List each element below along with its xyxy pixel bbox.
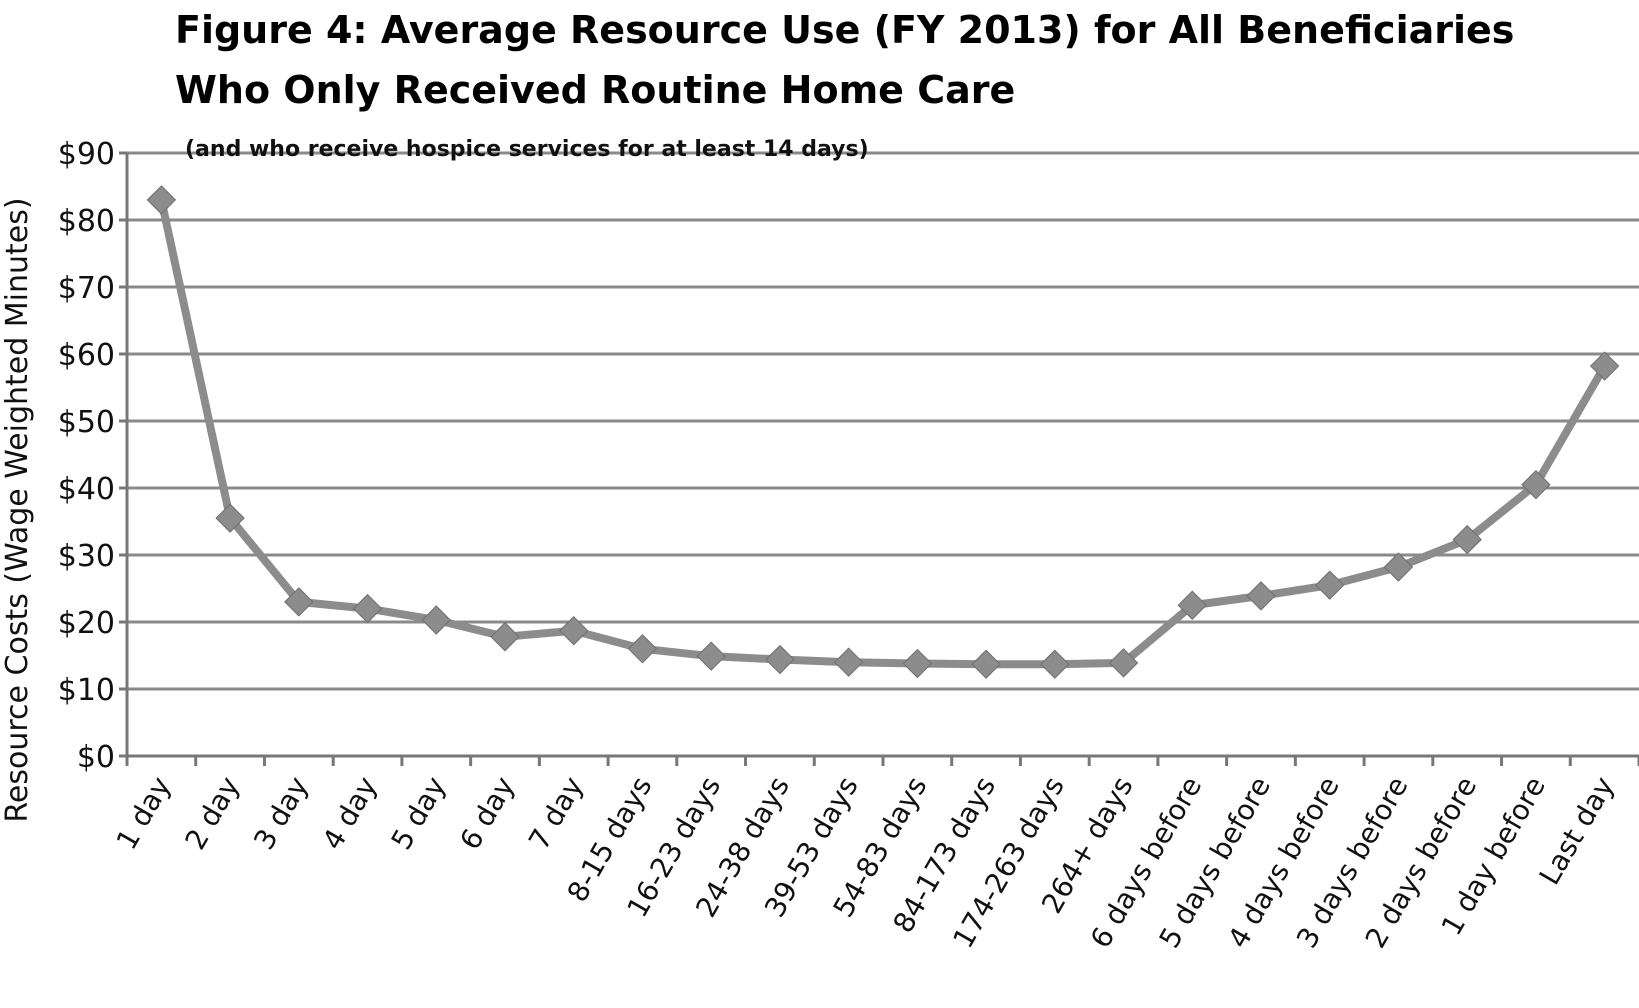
y-tick-label: $50 [58, 405, 115, 440]
y-tick-labels: $0 $10 $20 $30 $40 $50 $60 $70 $80 $90 [58, 137, 115, 775]
y-axis-label: Resource Costs (Wage Weighted Minutes) [0, 197, 35, 822]
y-tick-label: $40 [58, 472, 115, 507]
chart-title-line-1: Figure 4: Average Resource Use (FY 2013)… [175, 8, 1515, 52]
data-point-marker [1177, 590, 1207, 620]
data-point-marker [833, 647, 864, 677]
data-point-marker [559, 616, 589, 646]
data-point-marker [284, 587, 314, 617]
chart-title: Figure 4: Average Resource Use (FY 2013)… [175, 0, 1514, 120]
chart-title-line-2: Who Only Received Routine Home Care [175, 68, 1016, 112]
x-tick-label: 5 day [385, 771, 453, 855]
y-tick-label: $70 [58, 271, 115, 306]
y-tick-label: $90 [58, 137, 115, 172]
y-tick-label: $30 [58, 539, 115, 574]
gridlines [127, 151, 1639, 691]
x-tick-label: 6 day [453, 771, 521, 855]
y-tick-label: $20 [58, 606, 115, 641]
x-tick-label: 1 day [110, 771, 178, 855]
data-point-marker [1521, 469, 1551, 500]
data-point-marker [421, 605, 451, 635]
y-tick-label: $10 [58, 673, 115, 708]
x-tick-label: 2 day [178, 771, 246, 855]
data-point-marker [765, 644, 795, 675]
data-point-marker [696, 641, 726, 671]
series-layer [146, 185, 1620, 679]
y-tick-label: $80 [58, 204, 115, 239]
data-point-marker [1040, 649, 1070, 679]
series-line [157, 195, 1609, 669]
x-tick-label: 3 day [247, 771, 315, 855]
axes [119, 151, 1639, 766]
data-point-marker [215, 503, 245, 533]
x-tick-labels: 1 day 2 day 3 day 4 day 5 day 6 day 7 day8-15 … [110, 771, 1621, 954]
data-point-marker [1452, 524, 1482, 555]
data-point-marker [1589, 351, 1620, 381]
data-point-marker [627, 634, 658, 664]
data-point-marker [146, 185, 177, 215]
data-point-marker [902, 648, 933, 679]
data-point-marker [1383, 552, 1414, 582]
data-point-marker [490, 622, 520, 652]
y-tick-label: $60 [58, 338, 115, 373]
x-tick-label: 7 day [522, 771, 590, 855]
chart-subtitle: (and who receive hospice services for at… [185, 137, 869, 162]
data-point-marker [1246, 581, 1276, 611]
data-point-marker [971, 649, 1001, 679]
data-point-marker [352, 593, 383, 624]
x-tick-label: 4 day [316, 771, 384, 855]
data-point-marker [1108, 648, 1139, 678]
y-tick-label: $0 [77, 740, 115, 775]
data-point-marker [1315, 570, 1345, 600]
